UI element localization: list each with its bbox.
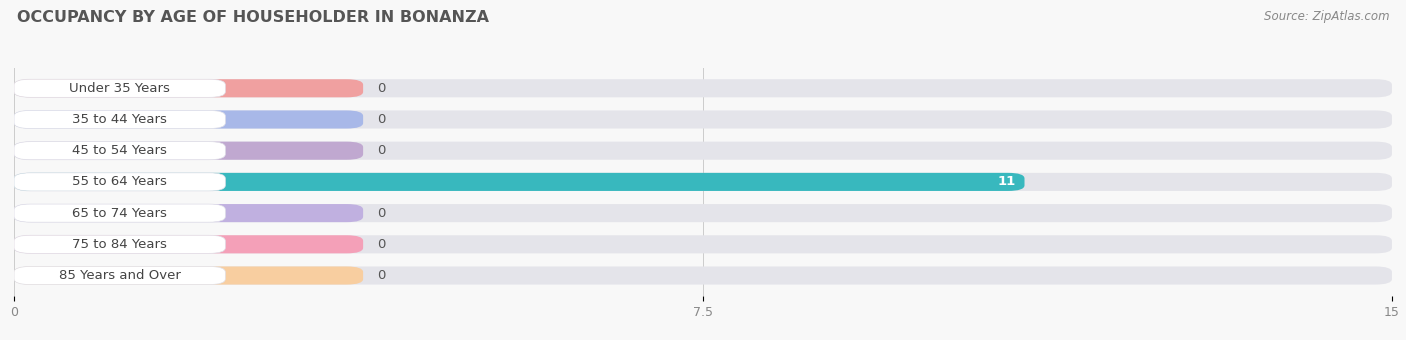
FancyBboxPatch shape	[14, 204, 1392, 222]
Text: 0: 0	[377, 82, 385, 95]
Text: 11: 11	[997, 175, 1015, 188]
Text: 45 to 54 Years: 45 to 54 Years	[72, 144, 167, 157]
FancyBboxPatch shape	[14, 142, 225, 160]
Text: 65 to 74 Years: 65 to 74 Years	[72, 207, 167, 220]
Text: Source: ZipAtlas.com: Source: ZipAtlas.com	[1264, 10, 1389, 23]
Text: 0: 0	[377, 238, 385, 251]
Text: 35 to 44 Years: 35 to 44 Years	[72, 113, 167, 126]
FancyBboxPatch shape	[14, 173, 1025, 191]
Text: 0: 0	[377, 269, 385, 282]
FancyBboxPatch shape	[14, 142, 363, 160]
Text: 0: 0	[377, 207, 385, 220]
FancyBboxPatch shape	[14, 79, 225, 97]
FancyBboxPatch shape	[14, 267, 1392, 285]
Text: Under 35 Years: Under 35 Years	[69, 82, 170, 95]
FancyBboxPatch shape	[14, 173, 225, 191]
FancyBboxPatch shape	[14, 204, 225, 222]
FancyBboxPatch shape	[14, 235, 363, 253]
Text: 75 to 84 Years: 75 to 84 Years	[72, 238, 167, 251]
FancyBboxPatch shape	[14, 173, 1392, 191]
Text: 55 to 64 Years: 55 to 64 Years	[72, 175, 167, 188]
FancyBboxPatch shape	[14, 235, 1392, 253]
FancyBboxPatch shape	[14, 110, 1392, 129]
Text: 85 Years and Over: 85 Years and Over	[59, 269, 180, 282]
Text: 0: 0	[377, 144, 385, 157]
FancyBboxPatch shape	[14, 235, 225, 253]
FancyBboxPatch shape	[14, 79, 363, 97]
FancyBboxPatch shape	[14, 110, 225, 129]
Text: 0: 0	[377, 113, 385, 126]
FancyBboxPatch shape	[14, 267, 363, 285]
FancyBboxPatch shape	[14, 204, 363, 222]
Text: OCCUPANCY BY AGE OF HOUSEHOLDER IN BONANZA: OCCUPANCY BY AGE OF HOUSEHOLDER IN BONAN…	[17, 10, 489, 25]
FancyBboxPatch shape	[14, 79, 1392, 97]
FancyBboxPatch shape	[14, 267, 225, 285]
FancyBboxPatch shape	[14, 110, 363, 129]
FancyBboxPatch shape	[14, 142, 1392, 160]
